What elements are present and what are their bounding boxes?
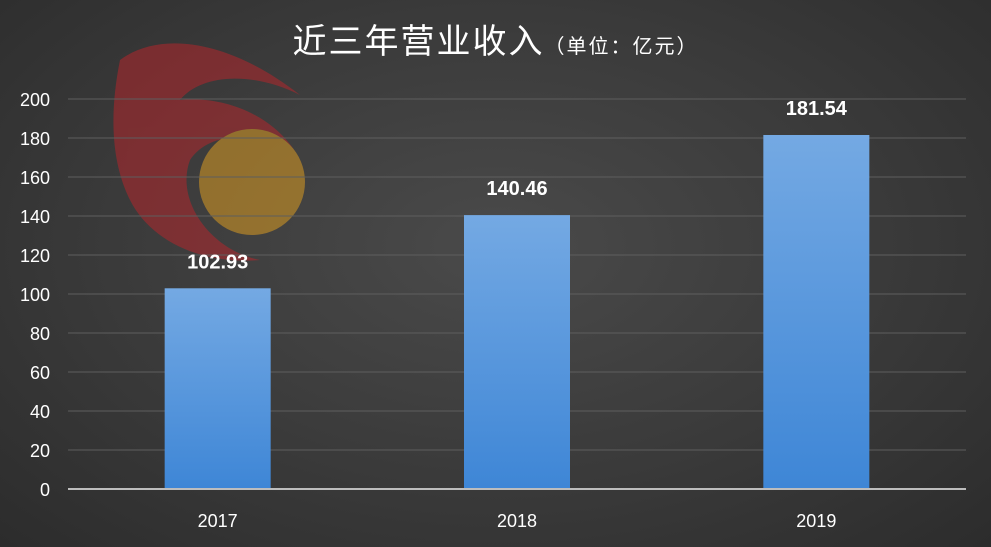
x-tick-label: 2018	[497, 511, 537, 531]
bar-2018	[464, 215, 570, 489]
chart-title-main: 近三年营业收入	[292, 22, 545, 62]
y-tick-label: 60	[30, 363, 50, 383]
y-tick-label: 140	[20, 207, 50, 227]
bar-2017	[164, 288, 271, 489]
y-tick-label: 0	[40, 480, 50, 500]
y-tick-label: 200	[20, 90, 50, 110]
data-label: 140.46	[486, 178, 547, 200]
chart-title-unit: （单位：亿元）	[544, 34, 699, 58]
y-tick-label: 160	[20, 168, 50, 188]
x-tick-label: 2017	[198, 511, 238, 531]
bar-2019	[763, 134, 870, 489]
data-label: 181.54	[786, 98, 848, 120]
watermark-logo-icon	[113, 43, 305, 261]
x-axis-ticks: 2017 2018 2019	[198, 511, 837, 531]
y-axis-ticks: 0 20 40 60 80 100 120 140 160 180 200	[20, 90, 50, 500]
x-tick-label: 2019	[796, 511, 836, 531]
data-labels: 102.93 140.46 181.54	[187, 98, 848, 273]
bars	[164, 134, 870, 489]
y-tick-label: 80	[30, 324, 50, 344]
y-tick-label: 180	[20, 129, 50, 149]
data-label: 102.93	[187, 251, 248, 273]
y-tick-label: 20	[30, 441, 50, 461]
y-tick-label: 100	[20, 285, 50, 305]
chart-title: 近三年营业收入（单位：亿元）	[0, 14, 991, 63]
y-tick-label: 40	[30, 402, 50, 422]
y-tick-label: 120	[20, 246, 50, 266]
